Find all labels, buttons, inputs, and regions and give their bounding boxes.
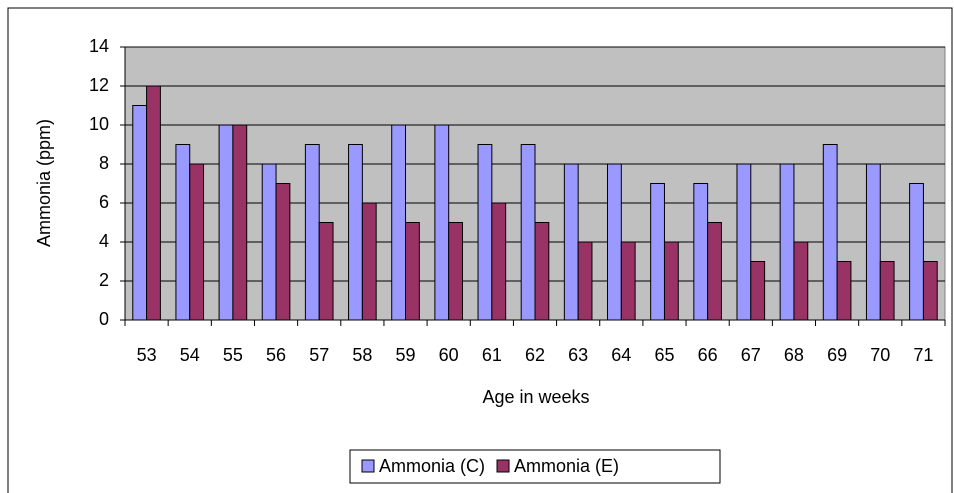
legend — [349, 449, 721, 484]
bar — [922, 261, 938, 321]
x-tick-label: 66 — [698, 345, 718, 365]
bar — [909, 183, 924, 321]
bar — [620, 241, 636, 321]
y-tick-label: 4 — [99, 231, 109, 251]
bar — [232, 124, 248, 321]
bar — [707, 222, 722, 321]
bar — [836, 261, 852, 321]
bar — [793, 241, 809, 321]
x-tick-label: 60 — [439, 345, 459, 365]
bar — [405, 222, 420, 321]
bar — [318, 222, 334, 321]
bar — [663, 241, 679, 321]
x-tick-label: 67 — [741, 345, 761, 365]
x-tick-label: 65 — [654, 345, 674, 365]
bar — [189, 163, 205, 321]
bar — [607, 163, 622, 321]
legend-swatch — [496, 459, 510, 473]
legend-swatch — [361, 459, 375, 473]
x-tick-label: 59 — [396, 345, 416, 365]
bar — [650, 183, 665, 321]
legend-label: Ammonia (C) — [379, 456, 485, 476]
bar — [520, 144, 536, 321]
bar — [448, 222, 463, 321]
bar — [865, 163, 881, 321]
y-tick-label: 6 — [99, 192, 109, 212]
x-tick-label: 57 — [309, 345, 329, 365]
y-tick-label: 8 — [99, 153, 109, 173]
y-tick-label: 12 — [89, 75, 109, 95]
y-tick-label: 2 — [99, 270, 109, 290]
bar — [736, 163, 752, 321]
x-tick-label: 54 — [180, 345, 200, 365]
bar — [175, 144, 191, 321]
bar — [348, 144, 363, 321]
x-tick-label: 58 — [352, 345, 372, 365]
x-tick-label: 64 — [611, 345, 631, 365]
bar — [750, 261, 766, 321]
bar — [391, 124, 407, 321]
bar — [563, 163, 579, 321]
x-tick-label: 61 — [482, 345, 502, 365]
bar — [361, 202, 377, 321]
bar — [146, 85, 161, 321]
bar — [477, 144, 493, 321]
bar — [261, 163, 277, 321]
bar — [534, 222, 550, 321]
bar — [218, 124, 234, 321]
x-tick-label: 62 — [525, 345, 545, 365]
bar — [434, 124, 450, 321]
bar — [132, 105, 148, 321]
x-tick-label: 68 — [784, 345, 804, 365]
x-tick-label: 55 — [223, 345, 243, 365]
x-tick-label: 63 — [568, 345, 588, 365]
y-tick-label: 0 — [99, 309, 109, 329]
bar — [822, 144, 838, 321]
x-tick-label: 56 — [266, 345, 286, 365]
bar — [275, 183, 291, 321]
y-tick-label: 10 — [89, 114, 109, 134]
bar — [693, 183, 709, 321]
x-tick-label: 53 — [137, 345, 157, 365]
x-axis-title: Age in weeks — [482, 387, 589, 407]
bar — [577, 241, 593, 321]
y-tick-label: 14 — [89, 36, 109, 56]
bar — [879, 261, 895, 321]
y-axis-title: Ammonia (ppm) — [34, 119, 54, 247]
x-tick-label: 70 — [870, 345, 890, 365]
bar — [779, 163, 795, 321]
x-tick-label: 69 — [827, 345, 847, 365]
x-tick-label: 71 — [913, 345, 933, 365]
legend-label: Ammonia (E) — [514, 456, 619, 476]
bar — [304, 144, 320, 321]
bar — [491, 202, 507, 321]
